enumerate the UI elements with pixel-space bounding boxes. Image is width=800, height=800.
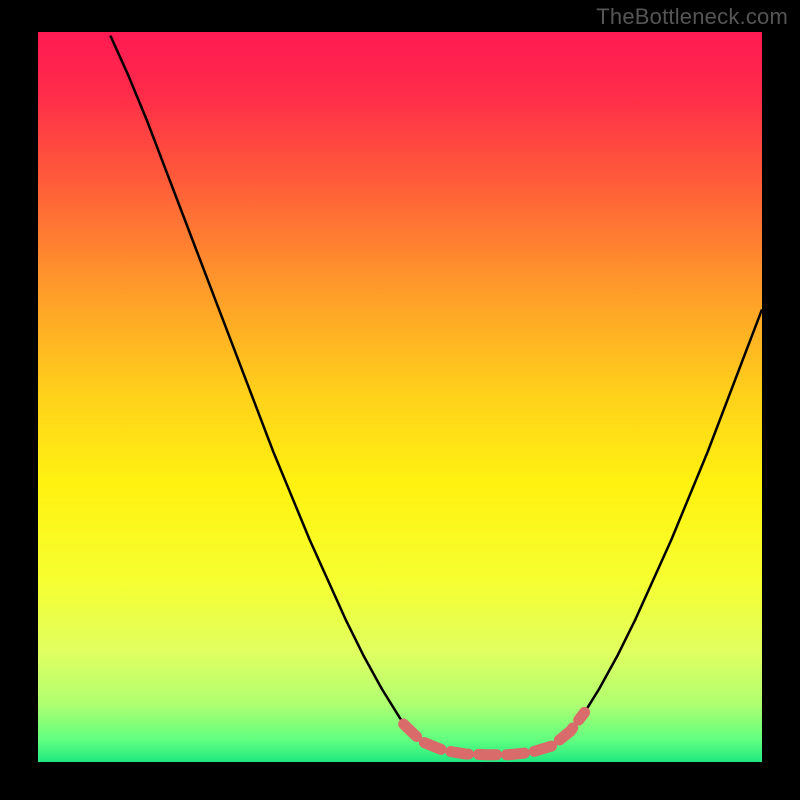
gradient-background [38, 32, 762, 762]
watermark-text: TheBottleneck.com [596, 4, 788, 30]
chart-svg [38, 32, 762, 762]
chart-container: TheBottleneck.com [0, 0, 800, 800]
